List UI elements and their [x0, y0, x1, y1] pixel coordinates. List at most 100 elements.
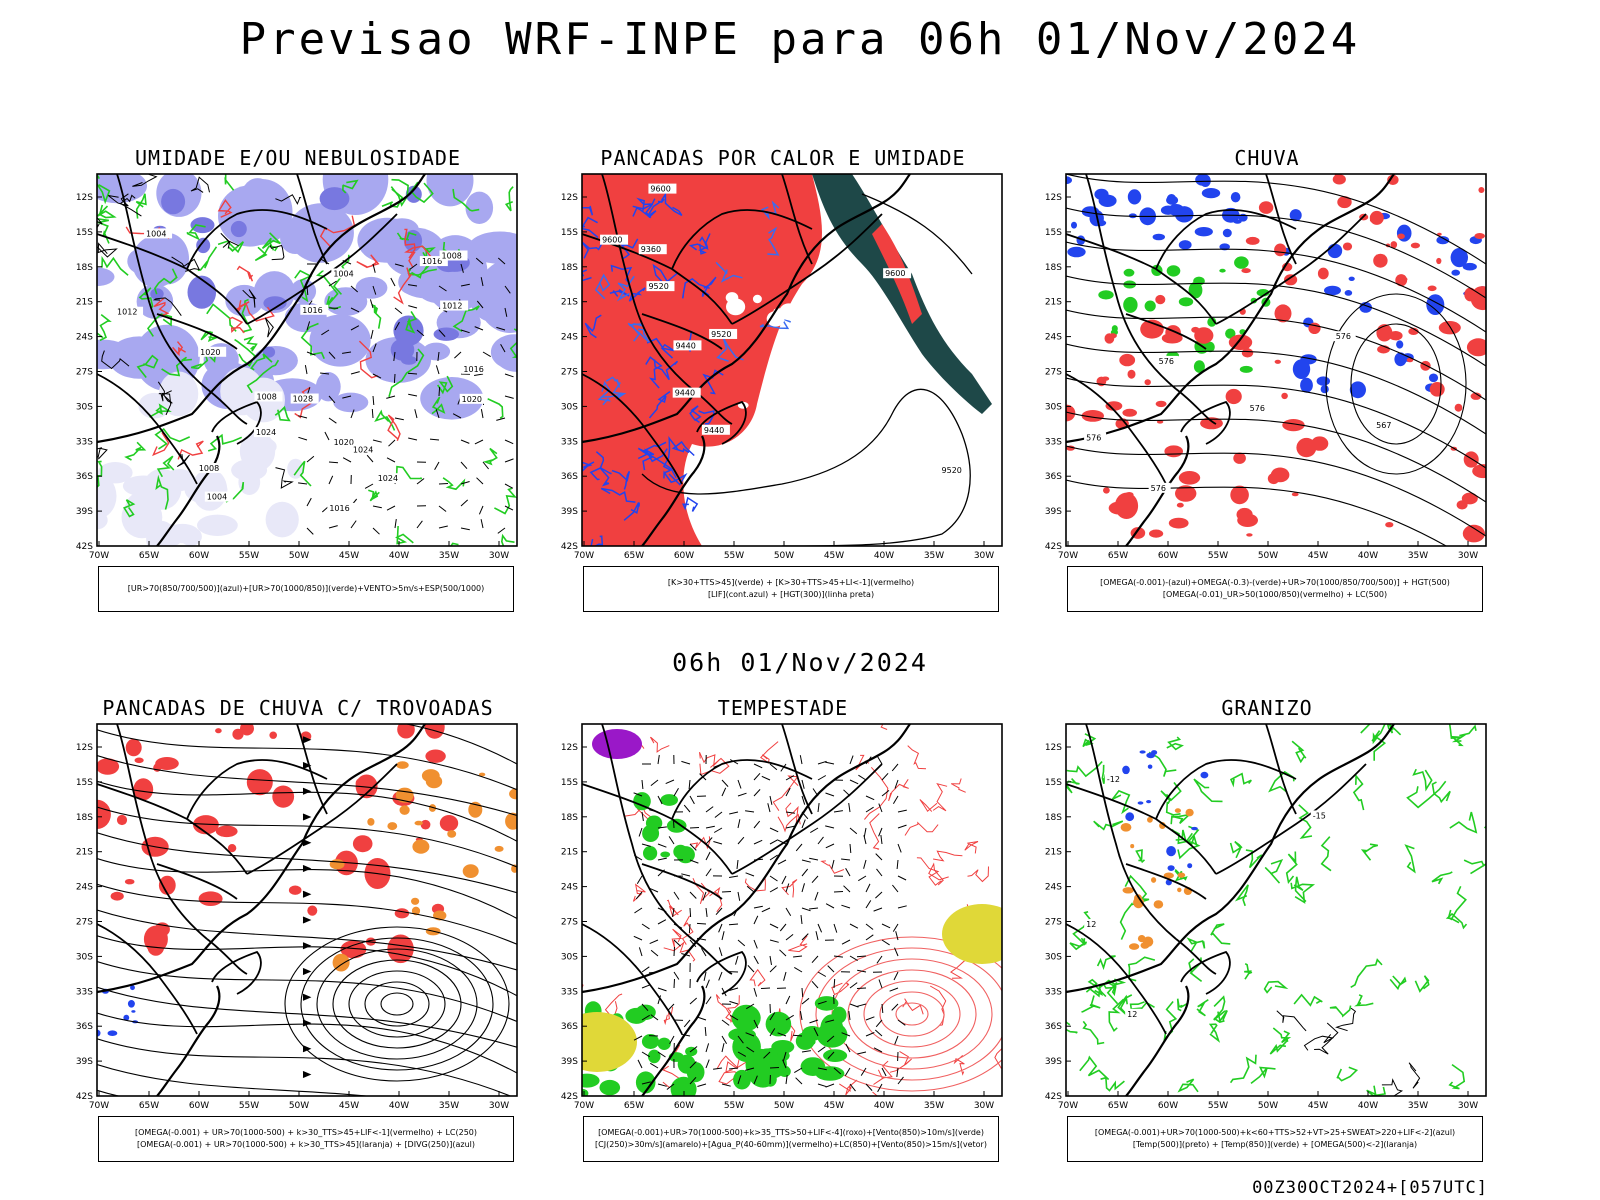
wind-vector-arrow	[372, 527, 380, 535]
wind-vector	[298, 257, 514, 535]
storm-orange-cell	[421, 769, 440, 783]
wind850-green-west-cell	[641, 1034, 660, 1049]
lat-tick-label: 36S	[1045, 1022, 1062, 1032]
contour-label-bg	[1104, 774, 1127, 785]
temp850-contour-line	[1451, 724, 1477, 743]
precip-water-line	[699, 751, 720, 767]
wind850-vector-arrow	[745, 872, 755, 877]
temp850-contour-line	[1290, 882, 1316, 904]
wind850-vector-arrow	[649, 939, 659, 945]
map-frame	[581, 723, 1003, 1097]
rain-red-cell	[1281, 392, 1288, 400]
lon-tick-label: 70W	[574, 1101, 594, 1111]
humidity-upper-cell	[465, 191, 494, 224]
coastline-south	[156, 435, 221, 546]
wind850-vector-arrow	[746, 1046, 755, 1053]
wind850-vector-arrow	[683, 1019, 691, 1028]
border-line	[1215, 763, 1367, 875]
wind850-vector-arrow	[637, 1059, 643, 1069]
omega-blue-east-cell	[1451, 269, 1460, 276]
panel-title: UMIDADE E/OU NEBULOSIDADE	[134, 146, 462, 170]
humidity-low-line	[138, 287, 154, 308]
lifted-index-contour-line	[662, 436, 679, 474]
coastline-south	[641, 985, 706, 1096]
wind850-vector-arrow	[857, 969, 867, 973]
humidity-low-line	[101, 255, 129, 276]
rain-red-cell	[1466, 338, 1486, 357]
storm-red-cell	[110, 891, 124, 901]
humidity-low-line	[156, 455, 175, 478]
lat-tick-label: 30S	[76, 402, 93, 412]
map-frame	[1065, 723, 1487, 1097]
temp850-contour-line	[1066, 724, 1067, 739]
contour-label-bg	[1374, 420, 1397, 431]
streamline-250-arrow	[302, 736, 312, 744]
wind850-vector-arrow	[769, 854, 778, 861]
legend-line: [LIF](cont.azul) + [HGT(300)](linha pret…	[707, 590, 875, 599]
humidity-low-line	[135, 193, 147, 219]
wind850-vector-arrow	[865, 1016, 875, 1021]
contour-label-bg	[459, 393, 488, 404]
border-line	[731, 763, 883, 875]
wind850-vector-arrow	[689, 1076, 697, 1085]
wind850-vector-arrow	[865, 883, 871, 893]
omega-blue-cell	[1201, 188, 1221, 199]
wind850-vector-arrow	[650, 1014, 659, 1021]
wind850-vector-arrow	[705, 851, 711, 861]
omega-blue-cell	[1166, 195, 1179, 205]
lifted-index-inner-line	[594, 273, 611, 300]
wind850-vector-arrow	[673, 971, 680, 980]
lat-tick-label: 39S	[76, 507, 93, 517]
lon-tick-label: 65W	[1108, 1101, 1128, 1111]
omega500-orange-cell	[1153, 900, 1164, 909]
pressure-contour-line	[275, 467, 294, 489]
lc850-swirl-ring	[799, 936, 1002, 1092]
omega-blue-cell	[1160, 205, 1176, 215]
rain-red-north-cell	[1478, 187, 1485, 193]
wind850-vector-arrow	[817, 1046, 826, 1053]
lon-tick-label: 65W	[624, 551, 644, 561]
rain-red-north-cell	[1317, 267, 1329, 280]
lat-tick-label: 21S	[561, 298, 578, 308]
precip-water-line	[725, 995, 740, 1025]
wind850-vector-arrow	[801, 997, 810, 1005]
divergence-blue-cell	[130, 985, 135, 991]
wind850-vector-arrow	[897, 1019, 906, 1026]
pressure-contour-line	[119, 194, 142, 217]
wind850-vector-arrow	[848, 803, 851, 813]
lon-tick-label: 40W	[1358, 551, 1378, 561]
wind850-vector-arrow	[777, 1032, 787, 1037]
humidity-light-cell	[197, 514, 238, 536]
contour-label: 12	[1127, 1010, 1137, 1019]
high-center-ring	[348, 970, 446, 1038]
wind850-vector-arrow	[876, 868, 883, 877]
wind850-green-cell	[771, 1040, 795, 1054]
rain-red-cell	[1155, 294, 1166, 305]
divergence-blue-cell	[107, 1030, 118, 1036]
lon-tick-label: 60W	[189, 551, 209, 561]
lifted-index-contour-line	[648, 390, 671, 419]
lifted-index-contour-line	[632, 197, 654, 211]
wind-vector-arrow	[482, 351, 491, 358]
lat-tick-label: 21S	[1045, 298, 1062, 308]
temp850-contour-line	[1165, 798, 1181, 816]
temp850-contour-line	[1079, 1055, 1110, 1081]
humidity-upper-cell	[333, 392, 369, 413]
wind850-vector-arrow	[874, 1029, 883, 1037]
wind-vector-arrow	[504, 395, 514, 399]
rain-red-cell	[1144, 379, 1151, 386]
wind850-vector-arrow	[657, 919, 667, 925]
contour-label-bg	[1148, 482, 1171, 493]
thickness-contour-line	[404, 228, 416, 259]
contour-label: 576	[1336, 332, 1351, 341]
legend-line: [OMEGA(-0.001) + UR>70(1000-500) + k>30_…	[134, 1128, 478, 1137]
wind850-vector-arrow	[801, 907, 811, 912]
streamline-250-line	[97, 935, 517, 997]
precip-water-line	[839, 1079, 858, 1096]
wind-vector-arrow	[321, 329, 330, 336]
map-trovoadas: 12S 15S 18S 21S 24S 27S 30S 33S 36S 39S 42S 70W 65W 6…	[76, 723, 518, 1111]
omega-blue-east-cell	[1349, 381, 1366, 399]
wind-vector-arrow	[298, 482, 308, 485]
lat-tick-label: 36S	[76, 1022, 93, 1032]
wind850-vector-arrow	[780, 763, 787, 772]
